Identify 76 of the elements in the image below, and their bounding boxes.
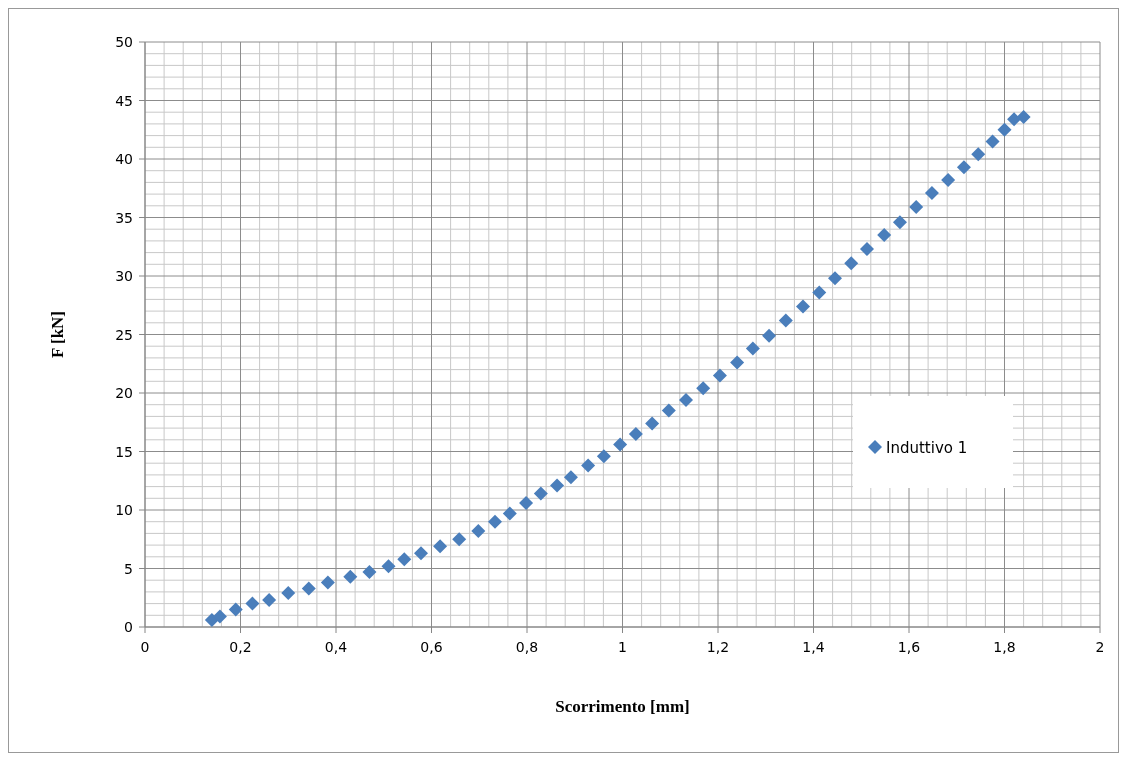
point [645,416,660,431]
x-tick-label: 1,8 [993,639,1016,655]
y-tick-label: 35 [115,209,133,226]
x-tick-label: 0,8 [515,639,539,655]
point [519,495,534,510]
y-tick-label: 10 [115,502,133,518]
point [844,256,859,271]
y-tick-label: 30 [115,268,133,284]
x-tick-label: 1 [618,639,627,655]
point [679,393,694,408]
x-axis-title: Scorrimento [mm] [555,697,690,716]
point [941,173,956,188]
point [343,569,358,584]
point [533,486,548,501]
point [381,559,396,574]
y-tick-label: 20 [115,385,133,401]
point [762,328,777,343]
x-tick-label: 0,4 [324,639,348,655]
point [228,602,243,617]
point [452,532,467,547]
point [550,478,565,493]
x-tick-label: 1,2 [706,639,730,655]
y-axis-title: F [kN] [48,310,67,359]
point [909,199,924,214]
y-tick-label: 0 [124,619,133,635]
y-tick-label: 45 [115,92,133,109]
point [877,228,892,243]
point [859,242,874,257]
x-tick-label: 2 [1095,639,1105,655]
x-tick-label: 0,6 [420,639,443,655]
point [795,299,810,314]
point [471,524,486,539]
y-tick-label: 40 [115,151,133,167]
point [661,403,676,418]
point [262,593,277,608]
point [827,271,842,286]
point [745,341,760,356]
point [892,215,907,230]
point [414,546,428,561]
y-tick-label: 15 [115,443,133,460]
point [281,586,296,601]
point [301,581,316,596]
point [1007,112,1022,127]
point [212,609,227,624]
point [997,122,1012,137]
point [778,313,793,328]
y-tick-label: 50 [115,34,133,50]
x-tick-label: 1,6 [897,639,921,655]
point [596,449,611,464]
x-tick-label: 0 [140,639,150,655]
point [1016,109,1031,124]
point [204,612,219,627]
point [812,285,827,300]
point [696,381,711,396]
point [245,596,260,611]
point [397,552,412,567]
y-tick-label: 5 [124,560,133,577]
point [712,368,727,383]
legend-label: Induttivo 1 [886,439,968,457]
point [613,437,628,452]
point [730,355,745,370]
y-tick-label: 25 [115,326,133,343]
point [628,426,643,441]
x-tick-label: 1,4 [802,639,825,655]
point [971,147,986,162]
point [581,458,596,473]
point [985,134,1000,149]
point [488,514,503,529]
x-tick-label: 0,2 [229,639,252,655]
point [433,539,448,554]
point [362,565,377,580]
point [956,160,971,175]
point [563,470,578,485]
point [320,575,335,590]
point [924,185,939,200]
point [502,506,517,521]
